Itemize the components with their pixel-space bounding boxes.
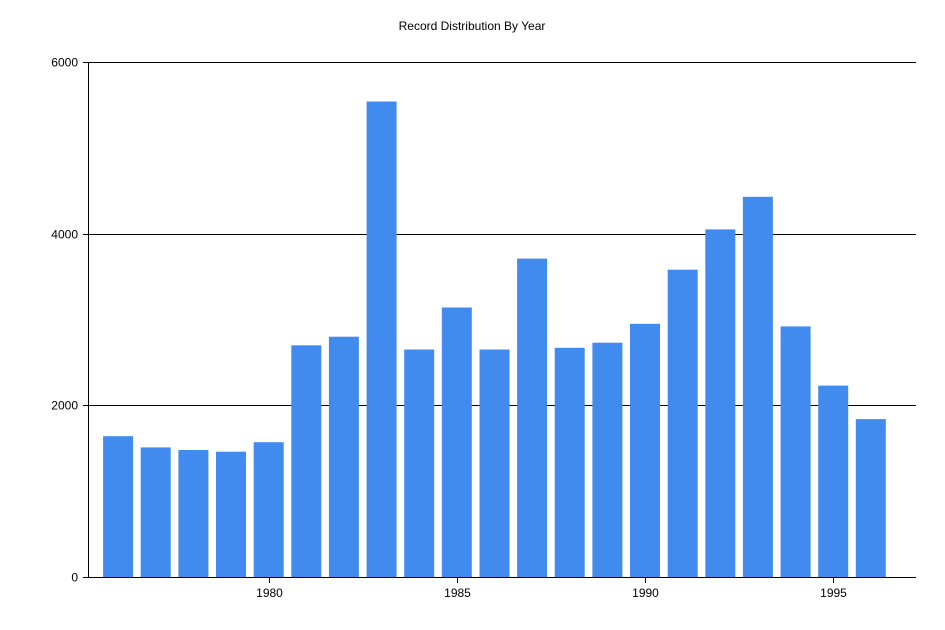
x-tick-label-1985: 1985 [444,586,471,600]
bar-1987 [517,258,548,577]
chart-title: Record Distribution By Year [399,19,546,33]
bar-1982 [328,336,359,577]
axes: 0 2000 4000 6000 1980 1985 1990 1995 [51,56,916,600]
bar-1986 [479,349,510,577]
bar-1995 [818,385,849,577]
y-tick-label-4000: 4000 [51,228,78,242]
bars [103,101,886,578]
bar-1977 [140,447,171,577]
bar-1991 [667,269,698,577]
bar-1992 [705,229,736,577]
bar-1980 [253,442,284,577]
y-tick-label-0: 0 [71,571,78,585]
bar-1985 [441,307,472,577]
bar-1990 [630,323,660,577]
bar-1996 [855,419,886,577]
bar-1988 [554,347,585,577]
bar-1983 [366,101,397,577]
bar-1976 [103,436,134,577]
bar-1978 [178,450,209,577]
x-tick-label-1995: 1995 [820,586,847,600]
bar-1989 [592,342,623,577]
bar-1994 [780,326,811,577]
bar-1979 [216,451,246,577]
y-tick-label-6000: 6000 [51,56,78,70]
y-tick-label-2000: 2000 [51,399,78,413]
bar-1984 [404,349,435,577]
x-tick-label-1990: 1990 [632,586,659,600]
x-tick-label-1980: 1980 [256,586,283,600]
bar-1993 [742,196,773,578]
bar-1981 [291,345,322,578]
